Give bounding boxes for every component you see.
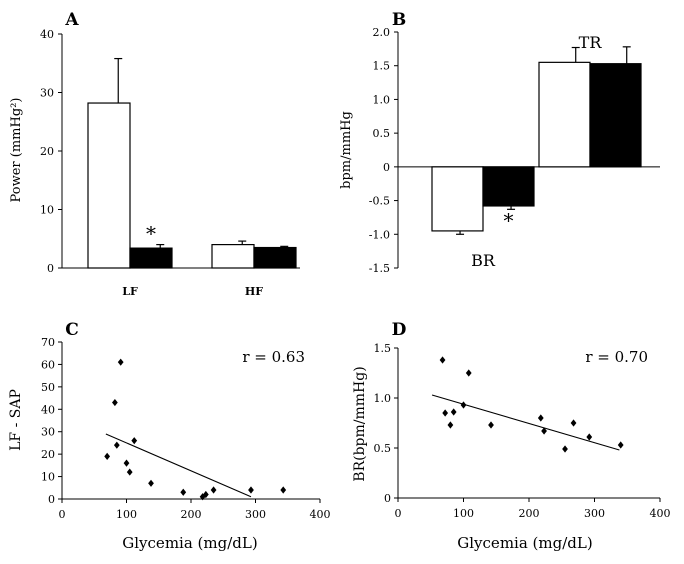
d-data-point	[450, 408, 457, 416]
c-y-tick-label: 70	[41, 336, 55, 349]
c-y-axis-label: LF - SAP	[8, 389, 24, 451]
a-y-tick-label: 30	[40, 87, 54, 100]
c-y-tick-label: 50	[41, 381, 55, 394]
b-panel-letter: B	[392, 10, 406, 30]
c-y-tick-label: 40	[41, 403, 55, 416]
c-data-point	[123, 459, 130, 467]
d-x-tick-label: 100	[453, 507, 474, 520]
a-bar-lf-white	[87, 102, 131, 269]
c-data-point	[104, 452, 111, 460]
c-y-tick-label: 30	[41, 426, 55, 439]
b-y-axis-label: bpm/mmHg	[339, 111, 354, 189]
c-x-tick-label: 300	[245, 508, 266, 521]
c-regression-line	[105, 433, 252, 498]
c-data-point	[126, 468, 133, 476]
d-data-point	[541, 427, 547, 435]
c-data-point	[131, 437, 138, 445]
b-y-tick-label: -1.0	[369, 228, 390, 241]
a-y-tick-label: 10	[40, 204, 54, 217]
a-bar-hf-black	[253, 246, 297, 269]
c-x-tick-label: 0	[59, 508, 66, 521]
d-y-tick-label: 1.5	[374, 342, 392, 355]
a-category-label-lf: LF	[122, 285, 138, 298]
d-y-tick-label: 0.5	[374, 442, 392, 455]
d-data-point	[439, 356, 446, 364]
c-x-tick-label: 200	[181, 508, 202, 521]
b-category-label-tr: TR	[579, 33, 603, 52]
a-y-tick-label: 40	[40, 28, 54, 41]
d-y-tick-label: 1.0	[374, 392, 392, 405]
c-data-point	[202, 490, 209, 499]
c-y-tick-label: 0	[48, 493, 55, 506]
d-x-axis-label: Glycemia (mg/dL)	[457, 534, 592, 552]
c-data-point	[280, 486, 287, 494]
d-regression-line	[431, 394, 620, 451]
d-x-tick-label: 400	[650, 507, 671, 520]
d-data-point	[570, 419, 577, 427]
a-bar-lf-black	[129, 247, 173, 269]
c-y-tick-label: 10	[41, 471, 55, 484]
b-y-tick-label: -1.5	[369, 262, 390, 275]
d-data-point	[460, 401, 467, 409]
d-y-tick-label: 0	[384, 492, 391, 505]
a-bar-hf-white	[211, 244, 255, 269]
d-data-point	[537, 414, 544, 422]
b-y-tick-label: 1.0	[373, 93, 391, 106]
a-significance-asterisk: *	[146, 222, 156, 246]
b-bar-br-black	[482, 166, 535, 207]
c-data-point	[210, 486, 217, 494]
a-panel-letter: A	[64, 10, 79, 30]
c-data-point	[180, 488, 187, 496]
c-data-point	[248, 486, 254, 494]
b-y-tick-label: 1.5	[373, 60, 391, 73]
d-data-point	[586, 433, 593, 441]
c-data-point	[117, 358, 124, 366]
c-x-axis-label: Glycemia (mg/dL)	[122, 534, 257, 552]
b-y-tick-label: 0	[383, 161, 390, 174]
b-significance-asterisk: *	[504, 208, 514, 232]
b-category-label-br: BR	[471, 251, 496, 270]
a-y-tick-label: 0	[47, 262, 54, 275]
c-x-tick-label: 400	[310, 508, 331, 521]
c-panel-letter: C	[65, 320, 79, 340]
d-x-tick-label: 300	[584, 507, 605, 520]
c-data-point	[148, 479, 154, 487]
a-y-axis-label: Power (mmHg²)	[9, 98, 24, 203]
d-data-point	[617, 441, 624, 449]
d-data-point	[465, 369, 472, 377]
d-x-tick-label: 200	[519, 507, 540, 520]
d-x-tick-label: 0	[395, 507, 402, 520]
d-data-point	[447, 421, 454, 429]
b-y-tick-label: 2.0	[373, 26, 391, 39]
b-bar-br-white	[431, 166, 484, 232]
d-y-axis-label: BR(bpm/mmHg)	[352, 366, 368, 481]
d-data-point	[442, 409, 449, 417]
d-panel-letter: D	[392, 320, 407, 340]
c-x-tick-label: 100	[116, 508, 137, 521]
c-data-point	[112, 398, 118, 407]
c-y-tick-label: 20	[41, 448, 55, 461]
a-y-tick-label: 20	[40, 145, 54, 158]
b-bar-tr-black	[589, 63, 642, 168]
a-category-label-hf: HF	[245, 285, 263, 298]
b-bar-tr-white	[538, 61, 591, 168]
d-data-point	[562, 445, 568, 453]
b-y-tick-label: 0.5	[373, 127, 391, 140]
c-data-point	[113, 441, 120, 449]
c-r-value: r = 0.63	[242, 348, 305, 366]
b-y-tick-label: -0.5	[369, 195, 390, 208]
d-r-value: r = 0.70	[585, 348, 648, 366]
d-data-point	[488, 421, 494, 429]
c-y-tick-label: 60	[41, 358, 55, 371]
